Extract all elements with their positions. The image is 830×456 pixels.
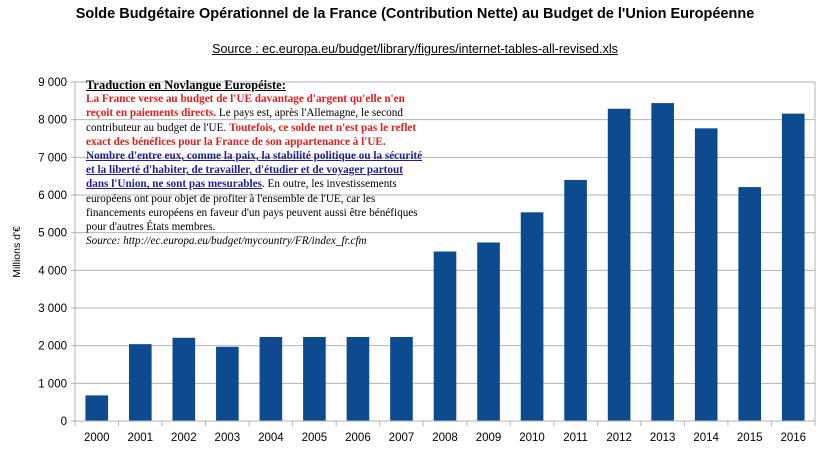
bar-2008 bbox=[433, 251, 457, 421]
y-axis-label: Millions d'€ bbox=[11, 226, 23, 278]
annotation-blue-text: Nombre d'entre eux, comme la paix, la st… bbox=[86, 150, 423, 191]
bar-2010 bbox=[520, 212, 544, 421]
x-tick-label-2007: 2007 bbox=[389, 432, 415, 444]
x-tick-labels: 2000 2001 2002 2003 2004 2005 2006 2007 2008 2009… bbox=[84, 432, 806, 444]
bar-2004 bbox=[259, 337, 283, 421]
y-tick-label: 9 000 bbox=[38, 77, 67, 89]
x-tick-label-2013: 2013 bbox=[650, 432, 676, 444]
y-tick-label: 5 000 bbox=[38, 228, 67, 240]
x-tick-label-2015: 2015 bbox=[737, 432, 763, 444]
annotation-heading: Traduction en Novlangue Européiste: bbox=[86, 78, 286, 92]
x-tick-label-2001: 2001 bbox=[127, 432, 153, 444]
bar-2015 bbox=[738, 187, 762, 421]
chart-source: Source : ec.europa.eu/budget/library/fig… bbox=[212, 42, 618, 56]
annotation-red-text-1: La France verse au budget de l'UE davant… bbox=[86, 93, 405, 120]
bar-2003 bbox=[216, 346, 239, 421]
bar-2016 bbox=[781, 113, 805, 421]
x-tick-label-2012: 2012 bbox=[606, 432, 632, 444]
annotation-body: La France verse au budget de l'UE davant… bbox=[86, 92, 426, 234]
axes bbox=[71, 81, 816, 426]
annotation-text-1: Le pays est, après l'Allemagne, le secon… bbox=[86, 107, 403, 134]
bars bbox=[85, 103, 805, 422]
x-tick-label-2008: 2008 bbox=[432, 432, 458, 444]
x-tick-label-2009: 2009 bbox=[476, 432, 502, 444]
annotation-source: Source: http://ec.europa.eu/budget/mycou… bbox=[86, 235, 367, 248]
x-tick-label-2014: 2014 bbox=[693, 432, 719, 444]
y-tick-label: 7 000 bbox=[38, 152, 67, 164]
x-tick-label-2016: 2016 bbox=[780, 432, 806, 444]
bar-2005 bbox=[303, 337, 326, 421]
grid-lines bbox=[75, 81, 815, 422]
y-tick-label: 8 000 bbox=[38, 115, 67, 127]
y-tick-label: 0 bbox=[61, 416, 67, 428]
bar-2007 bbox=[390, 337, 413, 421]
bar-2002 bbox=[172, 337, 196, 421]
y-tick-labels: 0 1 000 2 000 3 000 4 000 5 000 6 000 7 000 8 00… bbox=[38, 77, 67, 428]
y-tick-label: 4 000 bbox=[38, 265, 67, 277]
chart-title: Solde Budgétaire Opérationnel de la Fran… bbox=[75, 6, 755, 22]
x-tick-label-2002: 2002 bbox=[171, 432, 197, 444]
bar-2009 bbox=[477, 242, 500, 421]
y-tick-label: 3 000 bbox=[38, 303, 67, 315]
bar-2013 bbox=[651, 103, 674, 422]
bar-2001 bbox=[128, 344, 152, 421]
annotation-text-2: . En outre, les investissements européen… bbox=[86, 178, 418, 234]
bar-2012 bbox=[607, 108, 631, 421]
annotation-red-text-2: Toutefois, ce solde net n'est pas le ref… bbox=[86, 121, 417, 148]
bar-2014 bbox=[694, 128, 718, 421]
bar-2006 bbox=[346, 337, 370, 421]
bar-2000 bbox=[85, 395, 109, 421]
x-tick-label-2000: 2000 bbox=[84, 432, 110, 444]
x-tick-label-2010: 2010 bbox=[519, 432, 545, 444]
annotation-box: Traduction en Novlangue Européiste: La F… bbox=[86, 78, 426, 248]
x-tick-label-2003: 2003 bbox=[215, 432, 241, 444]
y-tick-label: 2 000 bbox=[38, 341, 67, 353]
y-tick-label: 6 000 bbox=[38, 190, 67, 202]
bar-2011 bbox=[564, 179, 587, 421]
x-tick-label-2006: 2006 bbox=[345, 432, 371, 444]
x-tick-label-2005: 2005 bbox=[302, 432, 328, 444]
y-tick-label: 1 000 bbox=[38, 378, 67, 390]
x-tick-label-2004: 2004 bbox=[258, 432, 284, 444]
x-tick-label-2011: 2011 bbox=[563, 432, 588, 444]
